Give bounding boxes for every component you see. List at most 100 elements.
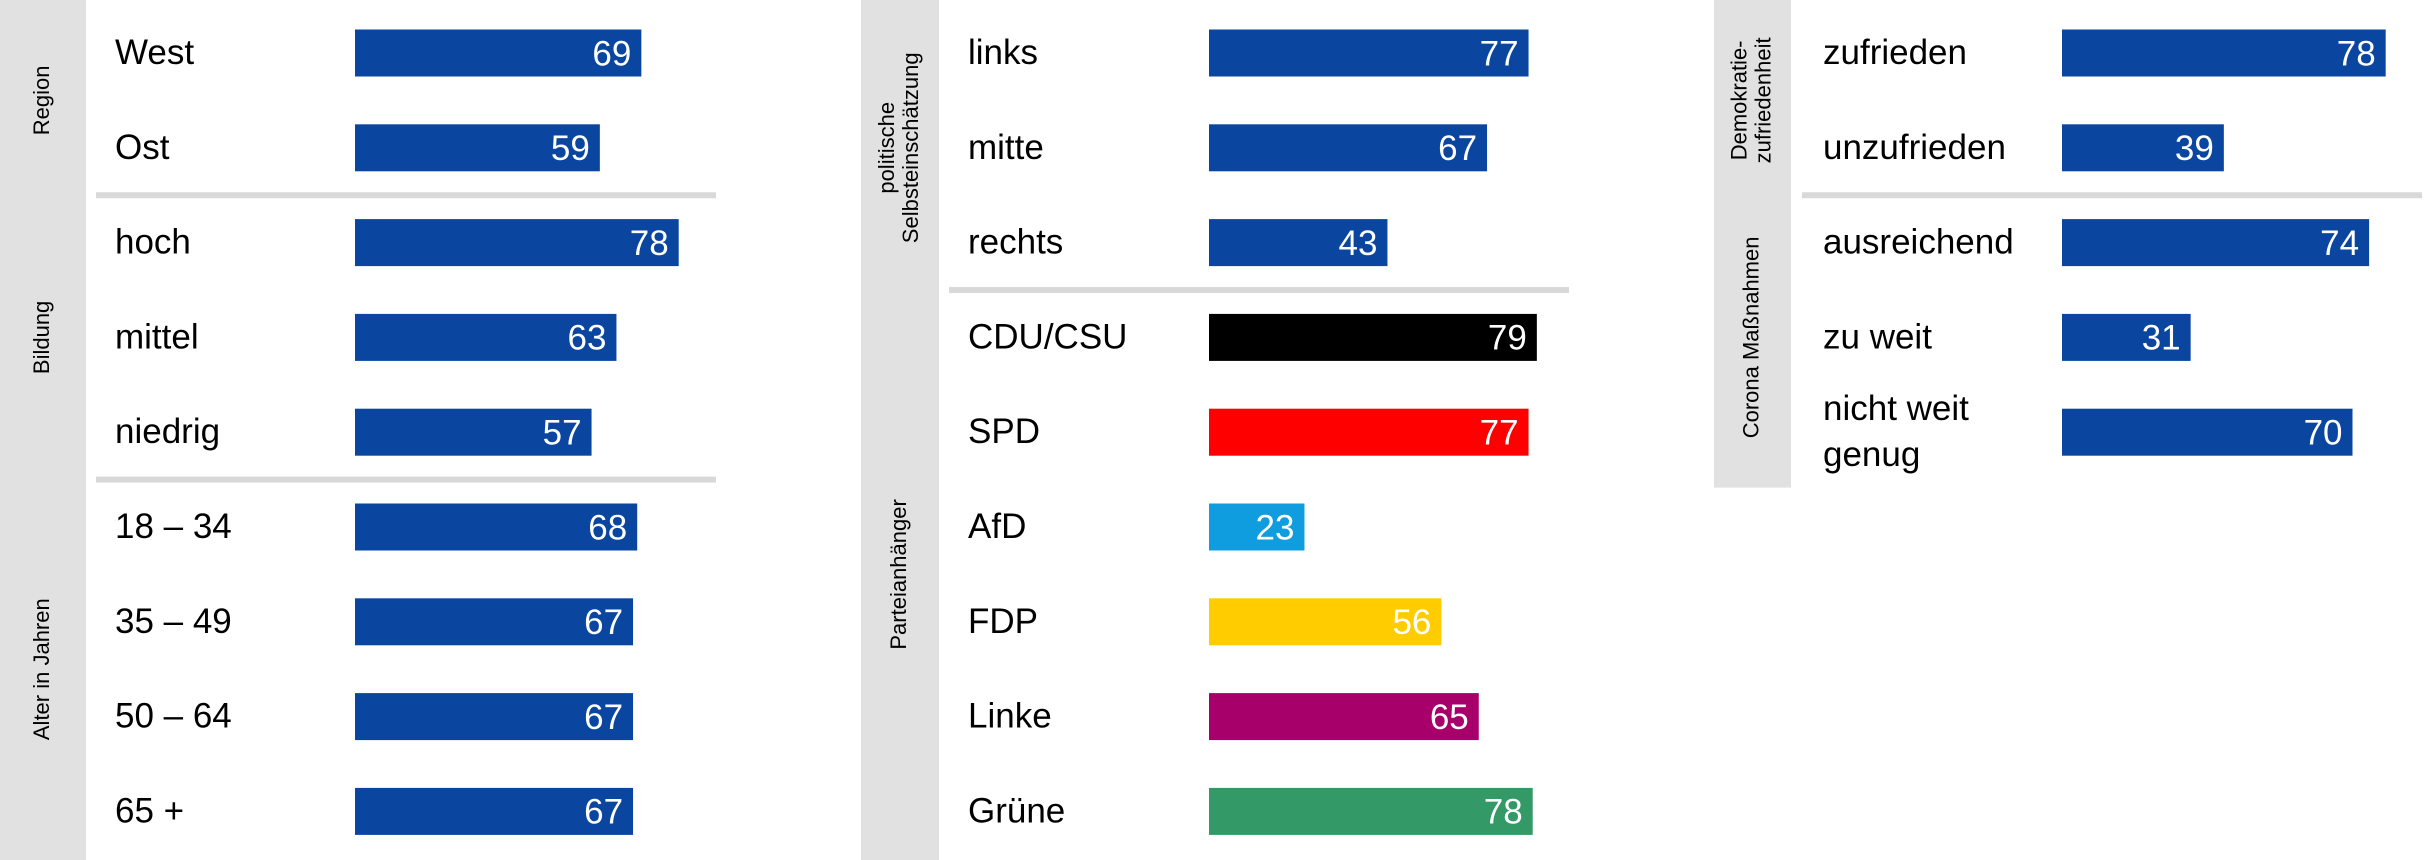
bar — [2062, 124, 2224, 172]
category-label-line: unzufrieden — [1823, 128, 2006, 167]
category-label-line: mittel — [115, 318, 199, 357]
value-label: 67 — [1438, 129, 1477, 168]
category-label-line: West — [115, 33, 194, 72]
category-label-line: AfD — [968, 507, 1026, 546]
value-label: 23 — [1256, 508, 1295, 547]
value-label: 63 — [568, 319, 607, 358]
value-label: 79 — [1488, 319, 1527, 358]
group-label-line: Demokratie- — [1726, 40, 1751, 160]
value-label: 59 — [551, 129, 590, 168]
bar — [1209, 693, 1479, 741]
category-label: unzufrieden — [1823, 128, 2006, 167]
bar — [1209, 787, 1533, 835]
category-label-line: links — [968, 33, 1038, 72]
category-label: FDP — [968, 602, 1038, 641]
value-label: 78 — [2337, 34, 2376, 73]
category-label: Ost — [115, 128, 170, 167]
group-label: Bildung — [29, 301, 54, 374]
group-label-line: Selbsteinschätzung — [898, 52, 923, 243]
bar — [355, 787, 634, 835]
category-label-line: Ost — [115, 128, 170, 167]
group-label-line: Corona Maßnahmen — [1738, 237, 1763, 439]
category-label: AfD — [968, 507, 1026, 546]
group-label: politischeSelbsteinschätzung — [874, 52, 923, 243]
group-label-line: zufriedenheit — [1750, 37, 1775, 163]
value-label: 39 — [2175, 129, 2214, 168]
value-label: 56 — [1392, 603, 1431, 642]
bar — [355, 408, 592, 456]
category-label-line: Linke — [968, 697, 1052, 736]
group-label: Alter in Jahren — [29, 598, 54, 740]
category-label: CDU/CSU — [968, 318, 1127, 357]
category-label: zu weit — [1823, 318, 1932, 357]
bar — [355, 124, 600, 172]
category-label: SPD — [968, 412, 1040, 451]
value-label: 78 — [1484, 793, 1523, 832]
category-label-line: SPD — [968, 412, 1040, 451]
category-label-line: 50 – 64 — [115, 697, 232, 736]
group-label: Corona Maßnahmen — [1738, 237, 1763, 439]
category-label-line: mitte — [968, 128, 1044, 167]
category-label: links — [968, 33, 1038, 72]
group-sidebar — [861, 0, 939, 860]
bar — [355, 693, 634, 741]
value-label: 67 — [584, 698, 623, 737]
category-label-line: Grüne — [968, 792, 1065, 831]
bar — [2062, 408, 2353, 456]
category-label-line: zu weit — [1823, 318, 1932, 357]
bar — [355, 503, 638, 551]
bar — [1209, 313, 1537, 361]
value-label: 77 — [1480, 34, 1519, 73]
category-label-line: FDP — [968, 602, 1038, 641]
value-label: 77 — [1480, 413, 1519, 452]
category-label: nicht weit genug — [1823, 389, 1969, 474]
bar — [2062, 29, 2386, 77]
category-label-line: hoch — [115, 223, 191, 262]
bar — [2062, 219, 2370, 267]
value-label: 67 — [584, 793, 623, 832]
category-label: Linke — [968, 697, 1052, 736]
bar — [1209, 219, 1388, 267]
value-label: 67 — [584, 603, 623, 642]
value-label: 74 — [2320, 224, 2359, 263]
category-label: West — [115, 33, 194, 72]
category-label: rechts — [968, 223, 1063, 262]
category-label: Grüne — [968, 792, 1065, 831]
category-label-line: CDU/CSU — [968, 318, 1127, 357]
category-label: zufrieden — [1823, 33, 1967, 72]
category-label-line: ausreichend — [1823, 223, 2014, 262]
value-label: 68 — [588, 508, 627, 547]
group-label: Parteianhänger — [886, 499, 911, 649]
value-label: 31 — [2142, 319, 2181, 358]
category-label-line: nicht weit — [1823, 389, 1969, 428]
category-label: mittel — [115, 318, 199, 357]
group-label-line: Bildung — [29, 301, 54, 374]
bar — [355, 219, 679, 267]
bar — [1209, 124, 1488, 172]
group-label-line: Parteianhänger — [886, 499, 911, 649]
value-label: 69 — [592, 34, 631, 73]
category-label: ausreichend — [1823, 223, 2014, 262]
category-label: 18 – 34 — [115, 507, 232, 546]
bar — [1209, 29, 1529, 77]
category-label: niedrig — [115, 412, 220, 451]
value-label: 70 — [2304, 413, 2343, 452]
category-label: 50 – 64 — [115, 697, 232, 736]
category-label-line: genug — [1823, 435, 1920, 474]
category-label: 35 – 49 — [115, 602, 232, 641]
group-sidebar — [0, 0, 86, 860]
category-label-line: 18 – 34 — [115, 507, 232, 546]
category-label-line: 35 – 49 — [115, 602, 232, 641]
category-label-line: rechts — [968, 223, 1063, 262]
group-label: Demokratie-zufriedenheit — [1726, 37, 1775, 163]
group-label-line: Region — [29, 66, 54, 136]
category-label: hoch — [115, 223, 191, 262]
value-label: 78 — [630, 224, 669, 263]
bar — [1209, 598, 1442, 646]
value-label: 65 — [1430, 698, 1469, 737]
group-label: Region — [29, 66, 54, 136]
category-label-line: niedrig — [115, 412, 220, 451]
bar — [2062, 313, 2191, 361]
bar — [1209, 503, 1305, 551]
